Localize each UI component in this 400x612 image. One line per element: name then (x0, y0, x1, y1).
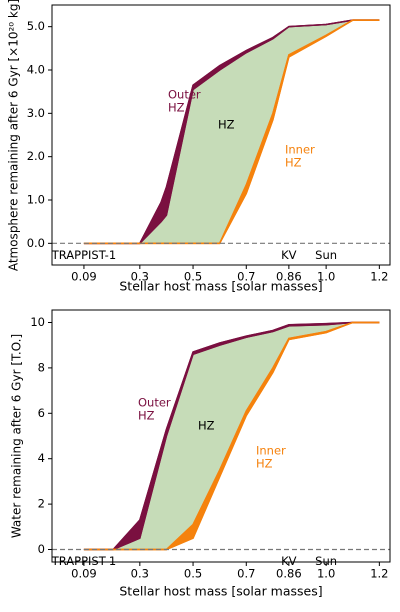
band-label: Outer (138, 396, 171, 410)
x-tick-label: 0.7 (237, 270, 255, 284)
x-tick-label: 0.5 (184, 270, 202, 284)
band-edge (83, 321, 380, 551)
y-tick-label: 2.0 (27, 149, 45, 163)
y-tick-label: 0.0 (27, 236, 45, 250)
y-tick-label: 6 (38, 406, 45, 420)
x-tick-label: 0.09 (71, 270, 97, 284)
x-tick-label: 1.2 (370, 567, 388, 581)
x-tick-label: 0.09 (71, 567, 97, 581)
band-label: HZ (256, 457, 273, 471)
band-edge (83, 19, 380, 245)
x-tick-label: 0.5 (184, 567, 202, 581)
x-tick-label: 1.0 (317, 270, 335, 284)
plot-frame (51, 4, 391, 266)
y-tick-label: 3.0 (27, 106, 45, 120)
x-axis-label: Stellar host mass [solar masses] (119, 279, 322, 294)
band-label: HZ (198, 419, 215, 433)
band-label: HZ (168, 101, 185, 115)
y-tick-label: 4.0 (27, 63, 45, 77)
y-tick-label: 2 (38, 497, 45, 511)
y-tick-label: 8 (38, 360, 45, 374)
band-label: HZ (285, 156, 302, 170)
band-label: Inner (285, 143, 315, 157)
band-label: HZ (218, 118, 235, 132)
x-axis-label: Stellar host mass [solar masses] (119, 584, 322, 599)
plot-frame (51, 309, 391, 563)
x-tick-label: 0.7 (237, 567, 255, 581)
x-tick-label: 1.2 (370, 270, 388, 284)
x-tick-label: 0.3 (131, 270, 149, 284)
y-axis-label: Atmosphere remaining after 6 Gyr [×10²⁰ … (7, 0, 21, 271)
y-axis-label: Water remaining after 6 Gyr [T.O.] (10, 334, 24, 538)
x-tick-label: 0.86 (276, 567, 302, 581)
y-tick-label: 5.0 (27, 19, 45, 33)
annotation: Sun (315, 248, 337, 262)
band-area (83, 19, 380, 244)
band-label: Outer (168, 88, 201, 102)
y-tick-label: 4 (38, 451, 45, 465)
band-label: Inner (256, 444, 286, 458)
annotation: KV (281, 554, 297, 568)
y-tick-label: 10 (30, 315, 45, 329)
band-edge (83, 321, 380, 551)
y-tick-label: 1.0 (27, 193, 45, 207)
annotation: TRAPPIST-1 (51, 248, 116, 262)
x-tick-label: 0.86 (276, 270, 302, 284)
y-tick-label: 0 (38, 542, 45, 556)
x-tick-label: 1.0 (317, 567, 335, 581)
annotation: TRAPPIST-1 (51, 554, 116, 568)
band-area (83, 322, 380, 550)
x-tick-label: 0.3 (131, 567, 149, 581)
annotation: KV (281, 248, 297, 262)
band-label: HZ (138, 409, 155, 423)
annotation: Sun (315, 554, 337, 568)
